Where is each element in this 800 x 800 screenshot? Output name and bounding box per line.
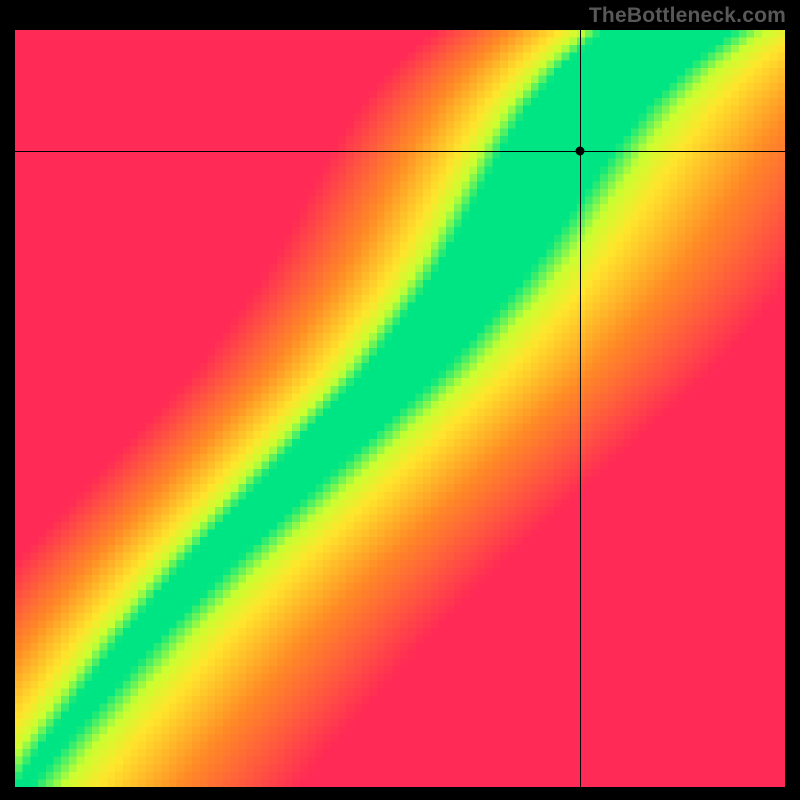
bottleneck-heatmap [15, 30, 785, 787]
marker-dot [576, 147, 585, 156]
watermark-text: TheBottleneck.com [589, 4, 786, 28]
crosshair-vertical [580, 30, 581, 787]
crosshair-horizontal [15, 151, 785, 152]
